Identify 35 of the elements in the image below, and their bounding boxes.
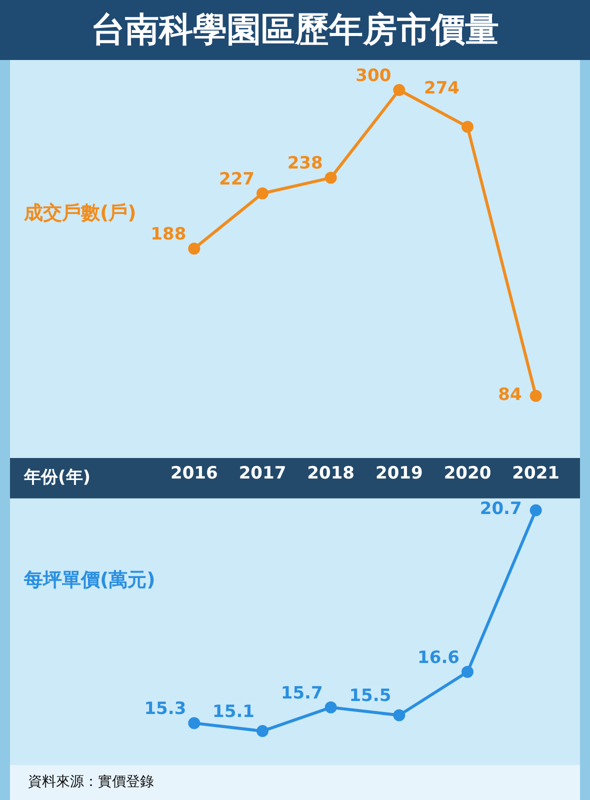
point	[462, 666, 474, 678]
data-label: 15.7	[280, 683, 323, 704]
data-label: 274	[424, 78, 460, 98]
x-tick-label: 2018	[307, 464, 354, 484]
point	[188, 717, 200, 730]
x-tick-label: 2016	[170, 464, 218, 484]
point	[530, 504, 542, 516]
x-tick-label: 2021	[512, 464, 560, 484]
point	[324, 172, 337, 184]
x-tick-label: 2017	[238, 464, 286, 484]
x-tick-label: 2020	[444, 464, 492, 484]
data-label: 15.5	[349, 686, 392, 706]
text: 成交戶數(戶)	[23, 202, 136, 224]
data-label: 188	[150, 224, 186, 245]
text: 每坪單價(萬元)	[23, 569, 156, 592]
x-tick-label: 2019	[376, 464, 423, 484]
point	[393, 84, 406, 96]
point	[462, 120, 474, 133]
data-label: 16.6	[418, 648, 460, 668]
data-label: 238	[287, 154, 323, 174]
point	[256, 187, 268, 200]
data-label: 15.1	[212, 702, 254, 722]
point	[393, 709, 406, 722]
data-label: 84	[498, 384, 522, 405]
data-label: 227	[219, 169, 254, 190]
chart-title: 台南科學園區歷年房市價量	[0, 0, 590, 60]
point	[188, 242, 200, 255]
source-note: 資料來源：實價登錄	[10, 765, 580, 800]
point	[324, 701, 337, 714]
data-label: 15.3	[144, 699, 186, 720]
point	[530, 390, 542, 402]
x-axis-title: 年份(年)	[23, 468, 91, 488]
data-label: 300	[356, 66, 392, 86]
data-label: 20.7	[480, 499, 522, 520]
point	[256, 725, 268, 738]
